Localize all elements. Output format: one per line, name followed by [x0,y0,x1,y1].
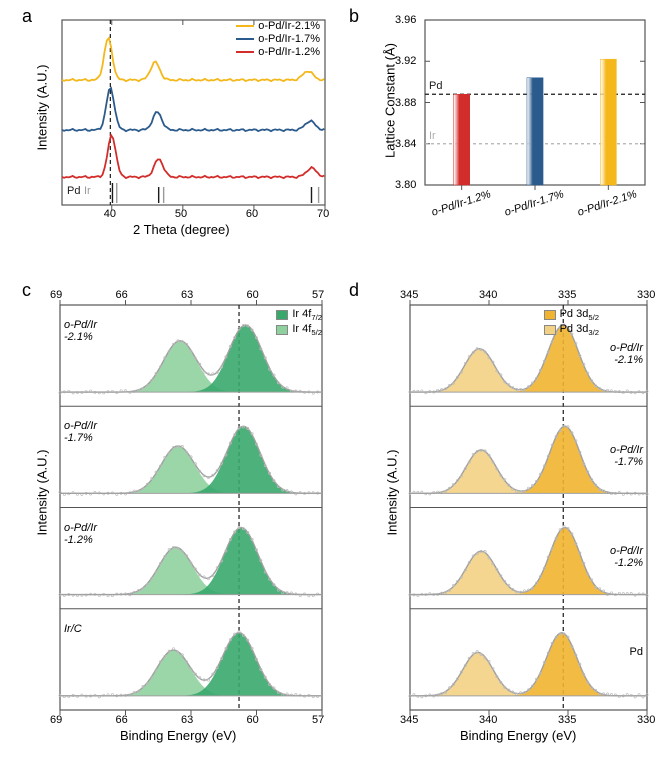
tick-label: 345 [400,289,418,301]
legend-swatch-icon [544,325,556,335]
ref-line-label: Pd [429,80,442,92]
tick-label: 340 [479,289,497,301]
tick-label: 50 [175,208,187,220]
legend-swatch-icon [544,310,556,320]
panel-d-label: d [349,280,359,301]
panel-c-ylabel: Intensity (A.U.) [35,443,50,543]
tick-label: 330 [637,714,655,726]
legend-item: o-Pd/Ir-2.1% [236,20,320,32]
tick-label: 335 [558,714,576,726]
tick-label: 60 [247,289,259,301]
legend-item: Pd 3d3/2 [544,323,599,337]
panel-c-svg [40,290,330,745]
tick-label: 66 [116,289,128,301]
legend-line-icon [236,25,254,27]
row-label: o-Pd/Ir -2.1% [610,342,643,366]
tick-label: 69 [50,289,62,301]
row-label: o-Pd/Ir -1.2% [64,522,97,546]
tick-label: 57 [312,714,324,726]
tick-label: 345 [400,714,418,726]
panel-a-label: a [22,6,32,27]
legend-item: Ir 4f7/2 [276,308,322,322]
tick-label: 66 [116,714,128,726]
legend-item: Ir 4f5/2 [276,323,322,337]
legend-line-icon [236,38,254,40]
panel-b-chart: Lattice Constant (Å) o-Pd/Ir-1.2%o-Pd/Ir… [390,15,650,240]
tick-label: 63 [181,714,193,726]
panel-b-label: b [349,6,359,27]
tick-label: 340 [479,714,497,726]
panel-d-xlabel: Binding Energy (eV) [460,728,576,743]
tick-label: 63 [181,289,193,301]
row-label: o-Pd/Ir -1.7% [610,444,643,468]
legend-text: Pd 3d5/2 [560,308,599,322]
panel-a-pd-label: Pd [67,185,80,197]
ref-line-label: Ir [429,130,436,142]
row-label: o-Pd/Ir -2.1% [64,319,97,343]
tick-label: 3.88 [395,97,416,109]
panel-c-chart: Intensity (A.U.) Binding Energy (eV) 696… [40,290,330,745]
row-label: o-Pd/Ir -1.7% [64,420,97,444]
tick-label: 3.84 [395,138,416,150]
legend-swatch-icon [276,325,288,335]
tick-label: 60 [247,714,259,726]
tick-label: 69 [50,714,62,726]
panel-a-ylabel: Intensity (A.U.) [35,58,50,158]
legend-item: Pd 3d5/2 [544,308,599,322]
tick-label: 3.96 [395,14,416,26]
legend-text: o-Pd/Ir-1.2% [258,46,320,58]
row-label: o-Pd/Ir -1.2% [610,545,643,569]
panel-d-chart: Intensity (A.U.) Binding Energy (eV) 345… [390,290,655,745]
legend-text: o-Pd/Ir-1.7% [258,33,320,45]
tick-label: 335 [558,289,576,301]
row-label: Pd [630,646,643,658]
tick-label: 3.92 [395,55,416,67]
panel-a-chart: Intensity (A.U.) 2 Theta (degree) 405060… [40,15,330,240]
panel-a-legend: o-Pd/Ir-2.1% o-Pd/Ir-1.7% o-Pd/Ir-1.2% [236,20,320,58]
panel-d-legend: Pd 3d5/2 Pd 3d3/2 [544,308,599,337]
legend-swatch-icon [276,310,288,320]
legend-text: Ir 4f5/2 [292,323,322,337]
panel-c-legend: Ir 4f7/2 Ir 4f5/2 [276,308,322,337]
legend-item: o-Pd/Ir-1.2% [236,46,320,58]
legend-text: o-Pd/Ir-2.1% [258,20,320,32]
row-label: Ir/C [64,623,82,635]
tick-label: 40 [104,208,116,220]
legend-line-icon [236,51,254,53]
legend-text: Pd 3d3/2 [560,323,599,337]
legend-text: Ir 4f7/2 [292,308,322,322]
legend-item: o-Pd/Ir-1.7% [236,33,320,45]
panel-a-ir-label: Ir [84,185,91,197]
tick-label: 57 [312,289,324,301]
panel-c-label: c [22,280,31,301]
tick-label: 60 [246,208,258,220]
panel-a-xlabel: 2 Theta (degree) [133,222,230,237]
tick-label: 330 [637,289,655,301]
tick-label: 70 [317,208,329,220]
panel-c-xlabel: Binding Energy (eV) [120,728,236,743]
panel-d-ylabel: Intensity (A.U.) [385,443,400,543]
tick-label: 3.80 [395,179,416,191]
